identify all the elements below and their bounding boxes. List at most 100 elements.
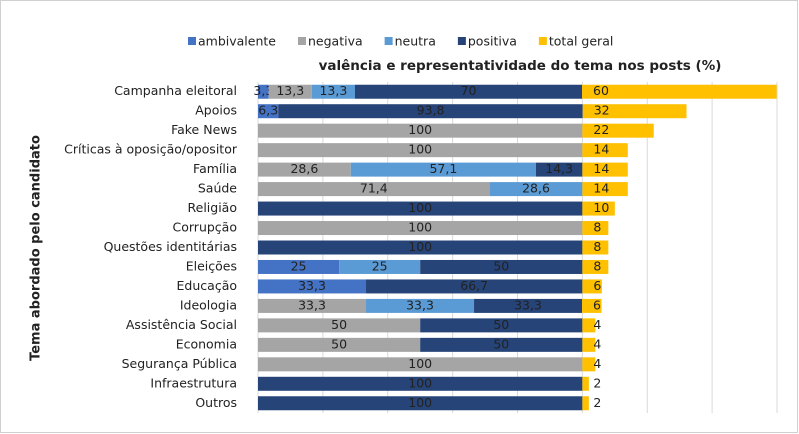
bar-segment	[339, 259, 421, 274]
data-label: 28,6	[290, 161, 318, 176]
data-label: 57,1	[429, 161, 457, 176]
y-axis-title: Tema abordado pelo candidato	[29, 135, 44, 361]
data-label: 32	[594, 103, 610, 118]
y-tick-label: Religião	[188, 200, 237, 215]
bar-segment	[258, 396, 583, 411]
y-tick-label: Infraestrutura	[150, 375, 237, 390]
bar-segment	[582, 240, 609, 255]
bar-segment	[474, 298, 583, 313]
bar-segment	[582, 221, 609, 236]
legend-swatch	[188, 37, 196, 45]
data-label: 14,3	[545, 161, 573, 176]
data-label: 50	[331, 336, 347, 351]
data-label: 100	[408, 142, 432, 157]
bar-segment	[258, 240, 583, 255]
bar-segment	[582, 104, 687, 119]
data-label: 25	[372, 258, 388, 273]
y-tick-label: Assistência Social	[126, 317, 237, 332]
data-label: 13,3	[319, 83, 347, 98]
data-label: 6	[593, 278, 601, 293]
data-label: 13,3	[276, 83, 304, 98]
data-label: 33,3	[298, 278, 326, 293]
legend-label: positiva	[468, 34, 517, 49]
bar-segment	[582, 357, 596, 372]
data-label: 3,3	[253, 83, 273, 98]
bar-segment	[258, 143, 583, 158]
bar-segment	[258, 182, 490, 197]
bar-segment	[582, 318, 596, 333]
data-label: 93,8	[417, 103, 445, 118]
bar-segment	[268, 84, 312, 99]
data-label: 33,3	[514, 297, 542, 312]
y-tick-label: Saúde	[198, 181, 237, 196]
y-tick-label: Corrupção	[173, 220, 237, 235]
data-label: 71,4	[360, 181, 388, 196]
bar-segment	[258, 337, 421, 352]
legend-swatch	[297, 37, 306, 45]
chart-title: valência e representatividade do tema no…	[319, 58, 722, 74]
bar-segment	[582, 259, 609, 274]
bar-segment	[582, 84, 777, 99]
bar-segment	[258, 376, 583, 391]
y-tick-label: Ideologia	[180, 297, 237, 312]
bar-segment	[258, 221, 583, 236]
legend-swatch	[457, 37, 466, 45]
bar-segment	[311, 84, 355, 99]
bar-segment	[582, 162, 628, 177]
bar-segment	[582, 279, 602, 294]
legend-label: total geral	[549, 34, 613, 49]
bar-segment	[258, 104, 279, 119]
data-label: 28,6	[522, 181, 550, 196]
y-tick-label: Outros	[195, 395, 237, 410]
bar-segment	[420, 259, 583, 274]
bar-segment	[582, 337, 596, 352]
bar-segment	[366, 298, 475, 313]
data-label: 50	[331, 317, 347, 332]
y-tick-label: Eleições	[186, 258, 237, 273]
bar-segment	[350, 162, 536, 177]
bar-segment	[258, 162, 351, 177]
bar-segment	[278, 104, 583, 119]
data-label: 100	[408, 220, 432, 235]
legend-label: negativa	[308, 34, 363, 49]
bar-segment	[582, 396, 589, 411]
data-label: 2	[593, 395, 601, 410]
bar-segment	[420, 318, 583, 333]
data-label: 33,3	[406, 297, 434, 312]
bar-segment	[258, 298, 367, 313]
bar-segment	[582, 123, 654, 138]
data-label: 10	[593, 200, 609, 215]
data-label: 2	[593, 375, 601, 390]
y-tick-label: Segurança Pública	[122, 356, 237, 371]
data-label: 60	[593, 83, 609, 98]
bar-segment	[420, 337, 583, 352]
y-tick-label: Apoios	[195, 103, 237, 118]
y-tick-label: Críticas à oposição/opositor	[64, 142, 238, 157]
data-label: 6	[593, 297, 601, 312]
y-tick-label: Educação	[177, 278, 237, 293]
bar-segment	[489, 182, 583, 197]
bar-segment	[258, 357, 583, 372]
data-label: 100	[408, 122, 432, 137]
bar-segment	[366, 279, 583, 294]
data-label: 66,7	[460, 278, 488, 293]
y-tick-label: Campanha eleitoral	[114, 83, 237, 98]
data-label: 8	[593, 239, 601, 254]
data-label: 4	[593, 336, 601, 351]
bar-segment	[258, 123, 583, 138]
data-label: 100	[408, 375, 432, 390]
bar-segment	[258, 201, 583, 216]
data-label: 50	[493, 258, 509, 273]
legend-label: neutra	[395, 34, 436, 49]
legend-swatch	[384, 37, 393, 45]
legend-swatch	[538, 37, 547, 45]
data-label: 6,3	[258, 103, 278, 118]
bar-segment	[258, 84, 269, 99]
data-label: 70	[461, 83, 477, 98]
y-tick-label: Fake News	[171, 122, 237, 137]
data-label: 50	[493, 317, 509, 332]
bar-segment	[582, 201, 615, 216]
y-tick-label: Família	[193, 161, 237, 176]
data-label: 8	[593, 258, 601, 273]
